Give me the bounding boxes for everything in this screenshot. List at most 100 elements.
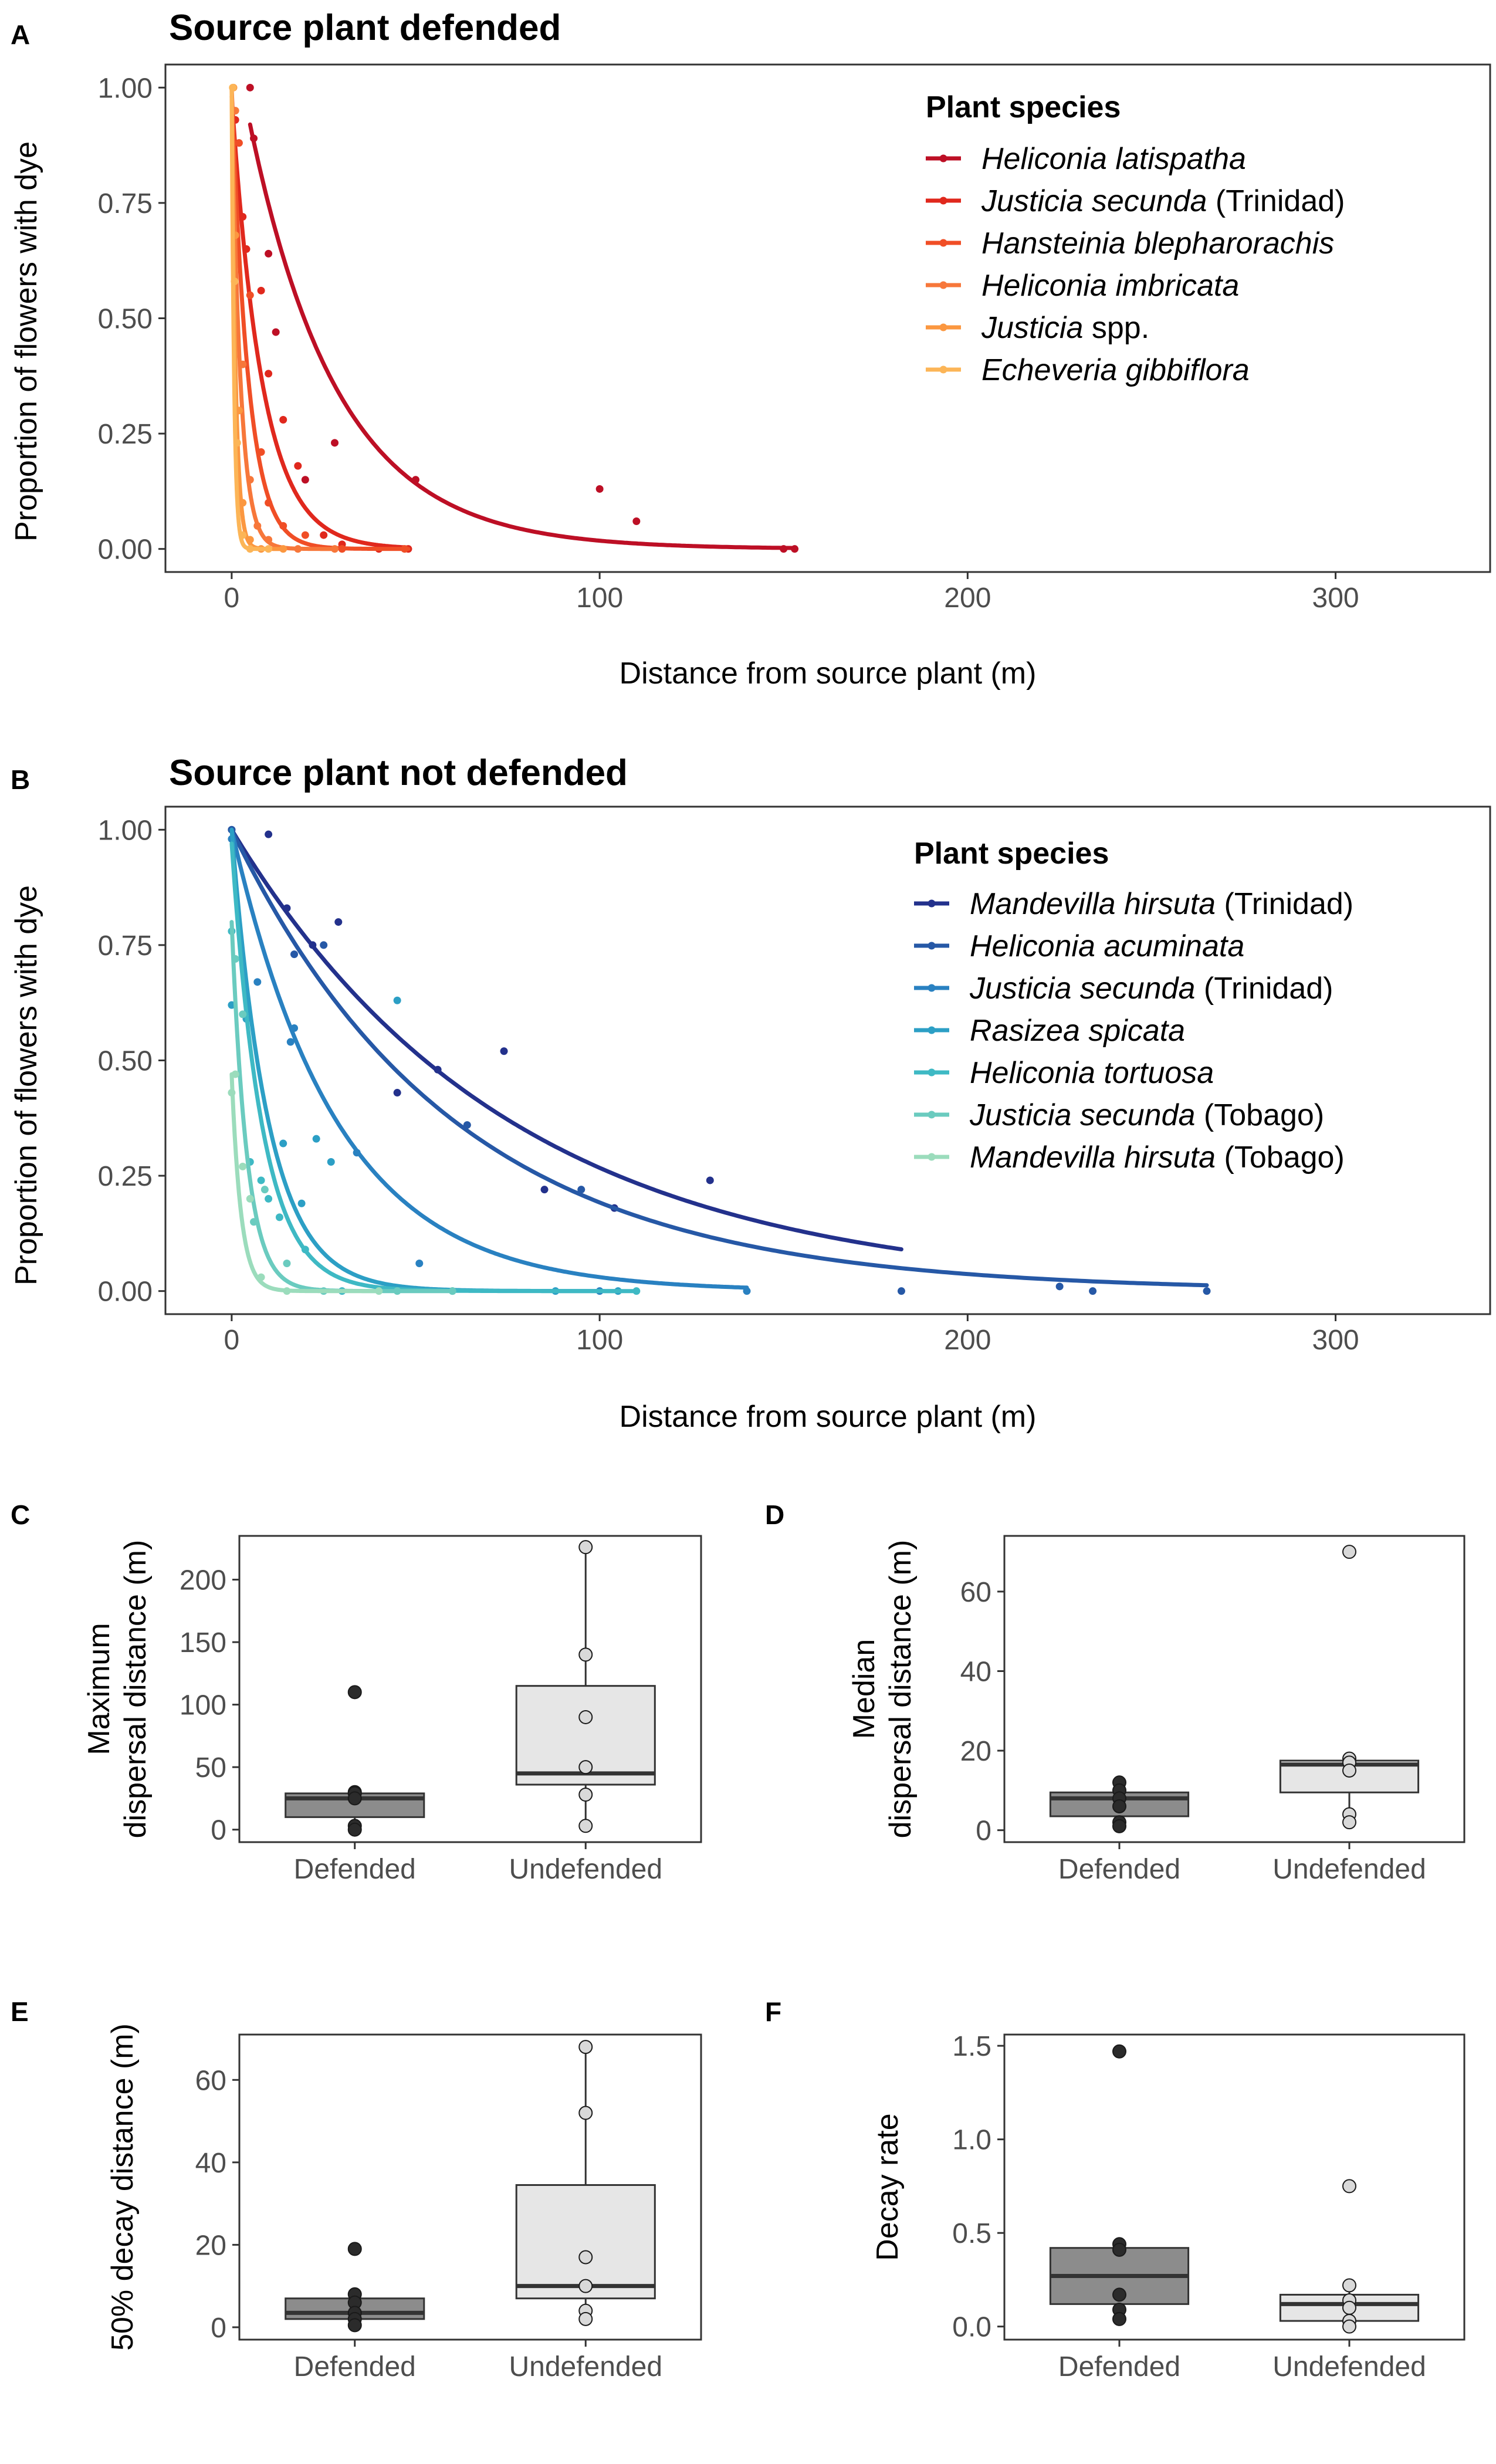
- panel-f-xtick-label: Defended: [1058, 2351, 1180, 2382]
- panel-a-data-point: [301, 476, 309, 484]
- panel-a-legend-label-species: Justicia: [981, 311, 1083, 345]
- panel-e-box-2: [515, 2040, 656, 2326]
- panel-a-ytick-label: 0.75: [98, 188, 153, 219]
- panel-a-data-point: [253, 522, 262, 530]
- panel-a-xlabel: Distance from source plant (m): [620, 656, 1037, 691]
- panel-letter-c: C: [11, 1500, 30, 1530]
- panel-letter-b: B: [11, 764, 30, 795]
- panel-a-ytick-label: 1.00: [98, 73, 153, 104]
- panel-b-ytick-label: 1.00: [98, 815, 153, 846]
- panel-a-fit-line: [248, 122, 797, 550]
- panel-a-frame: [164, 63, 1491, 573]
- panel-b-data-point: [434, 1065, 442, 1074]
- panel-c-data-point: [578, 1819, 593, 1833]
- panel-a-data-point: [229, 83, 237, 92]
- panel-a-data-point: [320, 531, 328, 539]
- panel-e-box-1: [285, 2242, 425, 2333]
- panel-b-ytick-label: 0.50: [98, 1046, 153, 1077]
- panel-a-legend-entry: Heliconia imbricata: [926, 269, 1239, 303]
- panel-a-data-point: [246, 545, 254, 553]
- panel-d-ytick-label: 60: [960, 1577, 991, 1608]
- panel-b-data-point: [301, 1245, 309, 1254]
- panel-b-plot: 0 100 200 300 0.00 0.25 0.50 0.75 1.00: [98, 805, 1491, 1356]
- panel-b-data-point: [353, 1149, 361, 1157]
- panel-e-data-point: [578, 2250, 593, 2265]
- panel-letter-a: A: [11, 19, 30, 50]
- panel-letter-e: E: [11, 1996, 29, 2027]
- panel-b-legend-title: Plant species: [914, 837, 1109, 871]
- panel-b-data-point: [231, 955, 239, 963]
- panel-b-legend-key-point: [928, 942, 936, 950]
- panel-a-legend-label-species: Hansteinia blepharorachis: [981, 226, 1334, 260]
- panel-d-frame: [1003, 1535, 1465, 1843]
- panel-a-data-point: [265, 499, 273, 507]
- panel-b-legend-entry: Mandevilla hirsuta (Trinidad): [914, 887, 1353, 921]
- panel-b-fit-line: [229, 1072, 381, 1294]
- panel-b-legend-label-species: Heliconia acuminata: [970, 929, 1244, 963]
- panel-a-data-point: [632, 517, 641, 525]
- panel-b-legend-entry: Heliconia acuminata: [914, 929, 1244, 963]
- panel-a-legend-label-suffix: spp.: [1083, 311, 1149, 345]
- panel-a-data-point: [279, 522, 287, 530]
- panel-b-legend-key-point: [928, 1026, 936, 1034]
- panel-a-data-point: [780, 545, 788, 553]
- panel-c-ylabel-line: Maximum: [82, 1623, 116, 1755]
- panel-b-legend-key-point: [928, 1068, 936, 1077]
- panel-f-data-point: [1342, 2278, 1356, 2293]
- panel-b-data-point: [500, 1047, 508, 1055]
- panel-b-data-point: [279, 1139, 287, 1148]
- panel-f-data-point: [1342, 2319, 1356, 2334]
- panel-b-data-point: [897, 1287, 905, 1295]
- panel-d-ytick-label: 40: [960, 1656, 991, 1687]
- panel-b-data-point: [1055, 1282, 1064, 1291]
- panel-letter-d: D: [765, 1500, 784, 1530]
- panel-b-xtick-label: 300: [1312, 1325, 1359, 1356]
- panel-b-data-point: [286, 1038, 295, 1046]
- panel-a-data-point: [265, 536, 273, 544]
- panel-d-data-point: [1112, 1819, 1126, 1833]
- panel-a-data-point: [239, 499, 247, 507]
- panel-d-data-point: [1342, 1545, 1356, 1559]
- panel-c-plot: 0 50 100 150 200 Defended Undefended: [180, 1535, 702, 1885]
- panel-a-data-point: [401, 545, 409, 553]
- panel-b-data-point: [393, 996, 401, 1004]
- panel-a-legend-label: Heliconia latispatha: [981, 142, 1246, 176]
- panel-a-legend-label: Justicia spp.: [981, 311, 1149, 345]
- panel-a: A Source plant defended Proportion of fl…: [9, 8, 1491, 691]
- panel-b-legend-entry: Mandevilla hirsuta (Tobago): [914, 1140, 1345, 1175]
- panel-a-xtick-label: 300: [1312, 583, 1359, 614]
- panel-d: D Median dispersal distance (m) 0 20 40 60 De…: [765, 1500, 1465, 1885]
- panel-b-data-point: [309, 941, 317, 949]
- panel-d-ytick-label: 0: [976, 1816, 991, 1847]
- panel-c-data-point: [578, 1760, 593, 1775]
- panel-f-ytick-label: 0.5: [952, 2218, 991, 2249]
- panel-a-legend-key-point: [939, 239, 947, 247]
- panel-b-series-1: [228, 825, 903, 1251]
- panel-c-data-point: [578, 1788, 593, 1802]
- panel-a-legend-key-point: [939, 323, 947, 331]
- panel-b-legend-key-point: [928, 1153, 936, 1161]
- panel-b: B Source plant not defended Proportion o…: [9, 753, 1491, 1434]
- panel-a-xtick-label: 100: [576, 583, 623, 614]
- panel-f-ylabel: Decay rate: [871, 2113, 905, 2260]
- panel-d-box-2: [1279, 1545, 1420, 1830]
- panel-a-data-point: [265, 249, 273, 258]
- panel-c-data-point: [347, 1685, 362, 1700]
- panel-b-legend-label-species: Justicia secunda: [969, 972, 1195, 1006]
- panel-a-legend-entry: Echeveria gibbiflora: [926, 353, 1250, 387]
- panel-a-data-point: [246, 83, 254, 92]
- panel-a-ytick-label: 0.00: [98, 534, 153, 566]
- panel-f-ytick-label: 1.5: [952, 2031, 991, 2062]
- panel-f-data-point: [1112, 2311, 1126, 2326]
- panel-b-data-point: [275, 1213, 283, 1221]
- panel-b-legend-entry: Rasizea spicata: [914, 1014, 1185, 1048]
- panel-f-data-point: [1112, 2242, 1126, 2257]
- panel-b-data-point: [257, 1176, 265, 1184]
- panel-d-ylabel-line: dispersal distance (m): [884, 1540, 918, 1839]
- panel-a-data-point: [294, 545, 302, 553]
- panel-b-data-point: [327, 1158, 335, 1166]
- panel-b-data-point: [231, 1070, 239, 1078]
- panel-a-data-point: [246, 291, 254, 299]
- panel-a-legend-label: Heliconia imbricata: [981, 269, 1239, 303]
